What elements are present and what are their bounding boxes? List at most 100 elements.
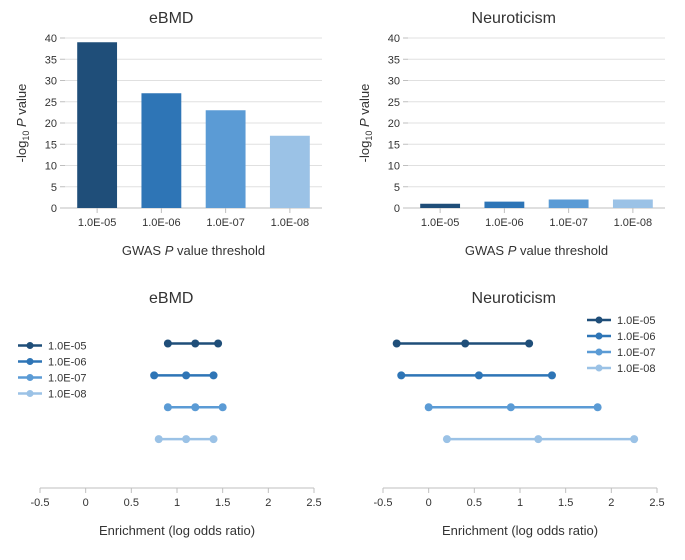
ci-marker xyxy=(182,371,190,379)
ci-marker xyxy=(214,340,222,348)
legend-label: 1.0E-05 xyxy=(48,341,87,353)
ci-marker xyxy=(191,340,199,348)
svg-text:1.0E-06: 1.0E-06 xyxy=(142,217,181,229)
svg-text:1.0E-08: 1.0E-08 xyxy=(271,217,310,229)
ci-marker xyxy=(630,435,638,443)
svg-text:1: 1 xyxy=(174,497,180,509)
panel-neur-bar: Neuroticism 05101520253035401.0E-051.0E-… xyxy=(343,0,685,280)
svg-text:0: 0 xyxy=(51,203,57,215)
svg-text:0.5: 0.5 xyxy=(466,497,481,509)
svg-text:1.0E-05: 1.0E-05 xyxy=(420,217,459,229)
legend-marker xyxy=(595,349,602,356)
svg-text:1.0E-08: 1.0E-08 xyxy=(613,217,652,229)
figure-grid: eBMD 05101520253035401.0E-051.0E-061.0E-… xyxy=(0,0,685,560)
legend-label: 1.0E-08 xyxy=(617,363,656,375)
ci-marker xyxy=(461,340,469,348)
bar xyxy=(612,200,652,209)
bar xyxy=(484,202,524,208)
legend-label: 1.0E-07 xyxy=(617,347,656,359)
svg-text:40: 40 xyxy=(45,33,57,45)
legend-marker xyxy=(595,333,602,340)
ci-marker xyxy=(397,371,405,379)
svg-text:40: 40 xyxy=(387,33,399,45)
svg-text:1.5: 1.5 xyxy=(215,497,230,509)
ci-marker xyxy=(150,371,158,379)
svg-text:0: 0 xyxy=(393,203,399,215)
legend-label: 1.0E-07 xyxy=(48,373,87,385)
ci-marker xyxy=(474,371,482,379)
chart-title: Neuroticism xyxy=(353,10,676,28)
svg-text:15: 15 xyxy=(387,139,399,151)
legend-label: 1.0E-06 xyxy=(48,357,87,369)
ci-marker xyxy=(164,340,172,348)
legend-marker xyxy=(27,374,34,381)
ci-marker xyxy=(392,340,400,348)
ci-marker xyxy=(534,435,542,443)
bar xyxy=(548,200,588,209)
legend-marker xyxy=(27,358,34,365)
ci-marker xyxy=(219,403,227,411)
svg-text:25: 25 xyxy=(387,97,399,109)
svg-text:1: 1 xyxy=(516,497,522,509)
ci-marker xyxy=(155,435,163,443)
bar xyxy=(206,110,246,208)
bar xyxy=(141,93,181,208)
panel-neur-forest: Neuroticism -0.5 0 0.5 1 1.5 2 2.5 Enrichment (… xyxy=(343,280,685,560)
svg-text:GWAS P value threshold: GWAS P value threshold xyxy=(464,243,607,258)
ci-marker xyxy=(593,403,601,411)
svg-text:Enrichment (log odds ratio): Enrichment (log odds ratio) xyxy=(441,523,597,538)
panel-ebmd-bar: eBMD 05101520253035401.0E-051.0E-061.0E-… xyxy=(0,0,343,280)
bar xyxy=(270,136,310,208)
svg-text:30: 30 xyxy=(45,76,57,88)
svg-text:-log10 P value: -log10 P value xyxy=(14,84,31,163)
ci-marker xyxy=(424,403,432,411)
svg-text:2.5: 2.5 xyxy=(306,497,321,509)
legend-marker xyxy=(27,390,34,397)
legend-label: 1.0E-08 xyxy=(48,389,87,401)
legend-label: 1.0E-05 xyxy=(617,315,656,327)
svg-text:1.5: 1.5 xyxy=(558,497,573,509)
ci-marker xyxy=(506,403,514,411)
legend-marker xyxy=(595,317,602,324)
legend-marker xyxy=(27,342,34,349)
svg-text:35: 35 xyxy=(45,54,57,66)
bar xyxy=(77,42,117,208)
svg-text:10: 10 xyxy=(387,161,399,173)
forest-plot-neuroticism: -0.5 0 0.5 1 1.5 2 2.5 Enrichment (log odds rat… xyxy=(353,313,675,543)
chart-title: Neuroticism xyxy=(353,290,676,308)
bar xyxy=(420,204,460,208)
ci-marker xyxy=(547,371,555,379)
svg-text:0.5: 0.5 xyxy=(124,497,139,509)
panel-ebmd-forest: eBMD -0.500.511.522.5Enrichment (log odd… xyxy=(0,280,343,560)
svg-text:1.0E-07: 1.0E-07 xyxy=(206,217,245,229)
ci-marker xyxy=(164,403,172,411)
forest-plot-ebmd: -0.500.511.522.5Enrichment (log odds rat… xyxy=(10,313,332,543)
ci-marker xyxy=(182,435,190,443)
svg-text:25: 25 xyxy=(45,97,57,109)
svg-text:2: 2 xyxy=(265,497,271,509)
chart-title: eBMD xyxy=(10,290,333,308)
svg-text:5: 5 xyxy=(393,182,399,194)
svg-text:2: 2 xyxy=(608,497,614,509)
svg-text:10: 10 xyxy=(45,161,57,173)
svg-text:Enrichment (log odds ratio): Enrichment (log odds ratio) xyxy=(99,523,255,538)
svg-text:GWAS P value threshold: GWAS P value threshold xyxy=(122,243,265,258)
svg-text:2.5: 2.5 xyxy=(649,497,664,509)
svg-text:-0.5: -0.5 xyxy=(31,497,50,509)
svg-text:5: 5 xyxy=(51,182,57,194)
chart-title: eBMD xyxy=(10,10,333,28)
svg-text:15: 15 xyxy=(45,139,57,151)
svg-text:-log10 P value: -log10 P value xyxy=(357,84,374,163)
ci-marker xyxy=(210,371,218,379)
bar-chart-ebmd: 05101520253035401.0E-051.0E-061.0E-071.0… xyxy=(10,33,332,263)
svg-text:0: 0 xyxy=(425,497,431,509)
svg-text:35: 35 xyxy=(387,54,399,66)
svg-text:1.0E-06: 1.0E-06 xyxy=(485,217,524,229)
legend-marker xyxy=(595,365,602,372)
svg-text:-0.5: -0.5 xyxy=(373,497,392,509)
ci-marker xyxy=(525,340,533,348)
legend-label: 1.0E-06 xyxy=(617,331,656,343)
bar-chart-neuroticism: 05101520253035401.0E-051.0E-061.0E-071.0… xyxy=(353,33,675,263)
ci-marker xyxy=(442,435,450,443)
svg-text:1.0E-07: 1.0E-07 xyxy=(549,217,588,229)
